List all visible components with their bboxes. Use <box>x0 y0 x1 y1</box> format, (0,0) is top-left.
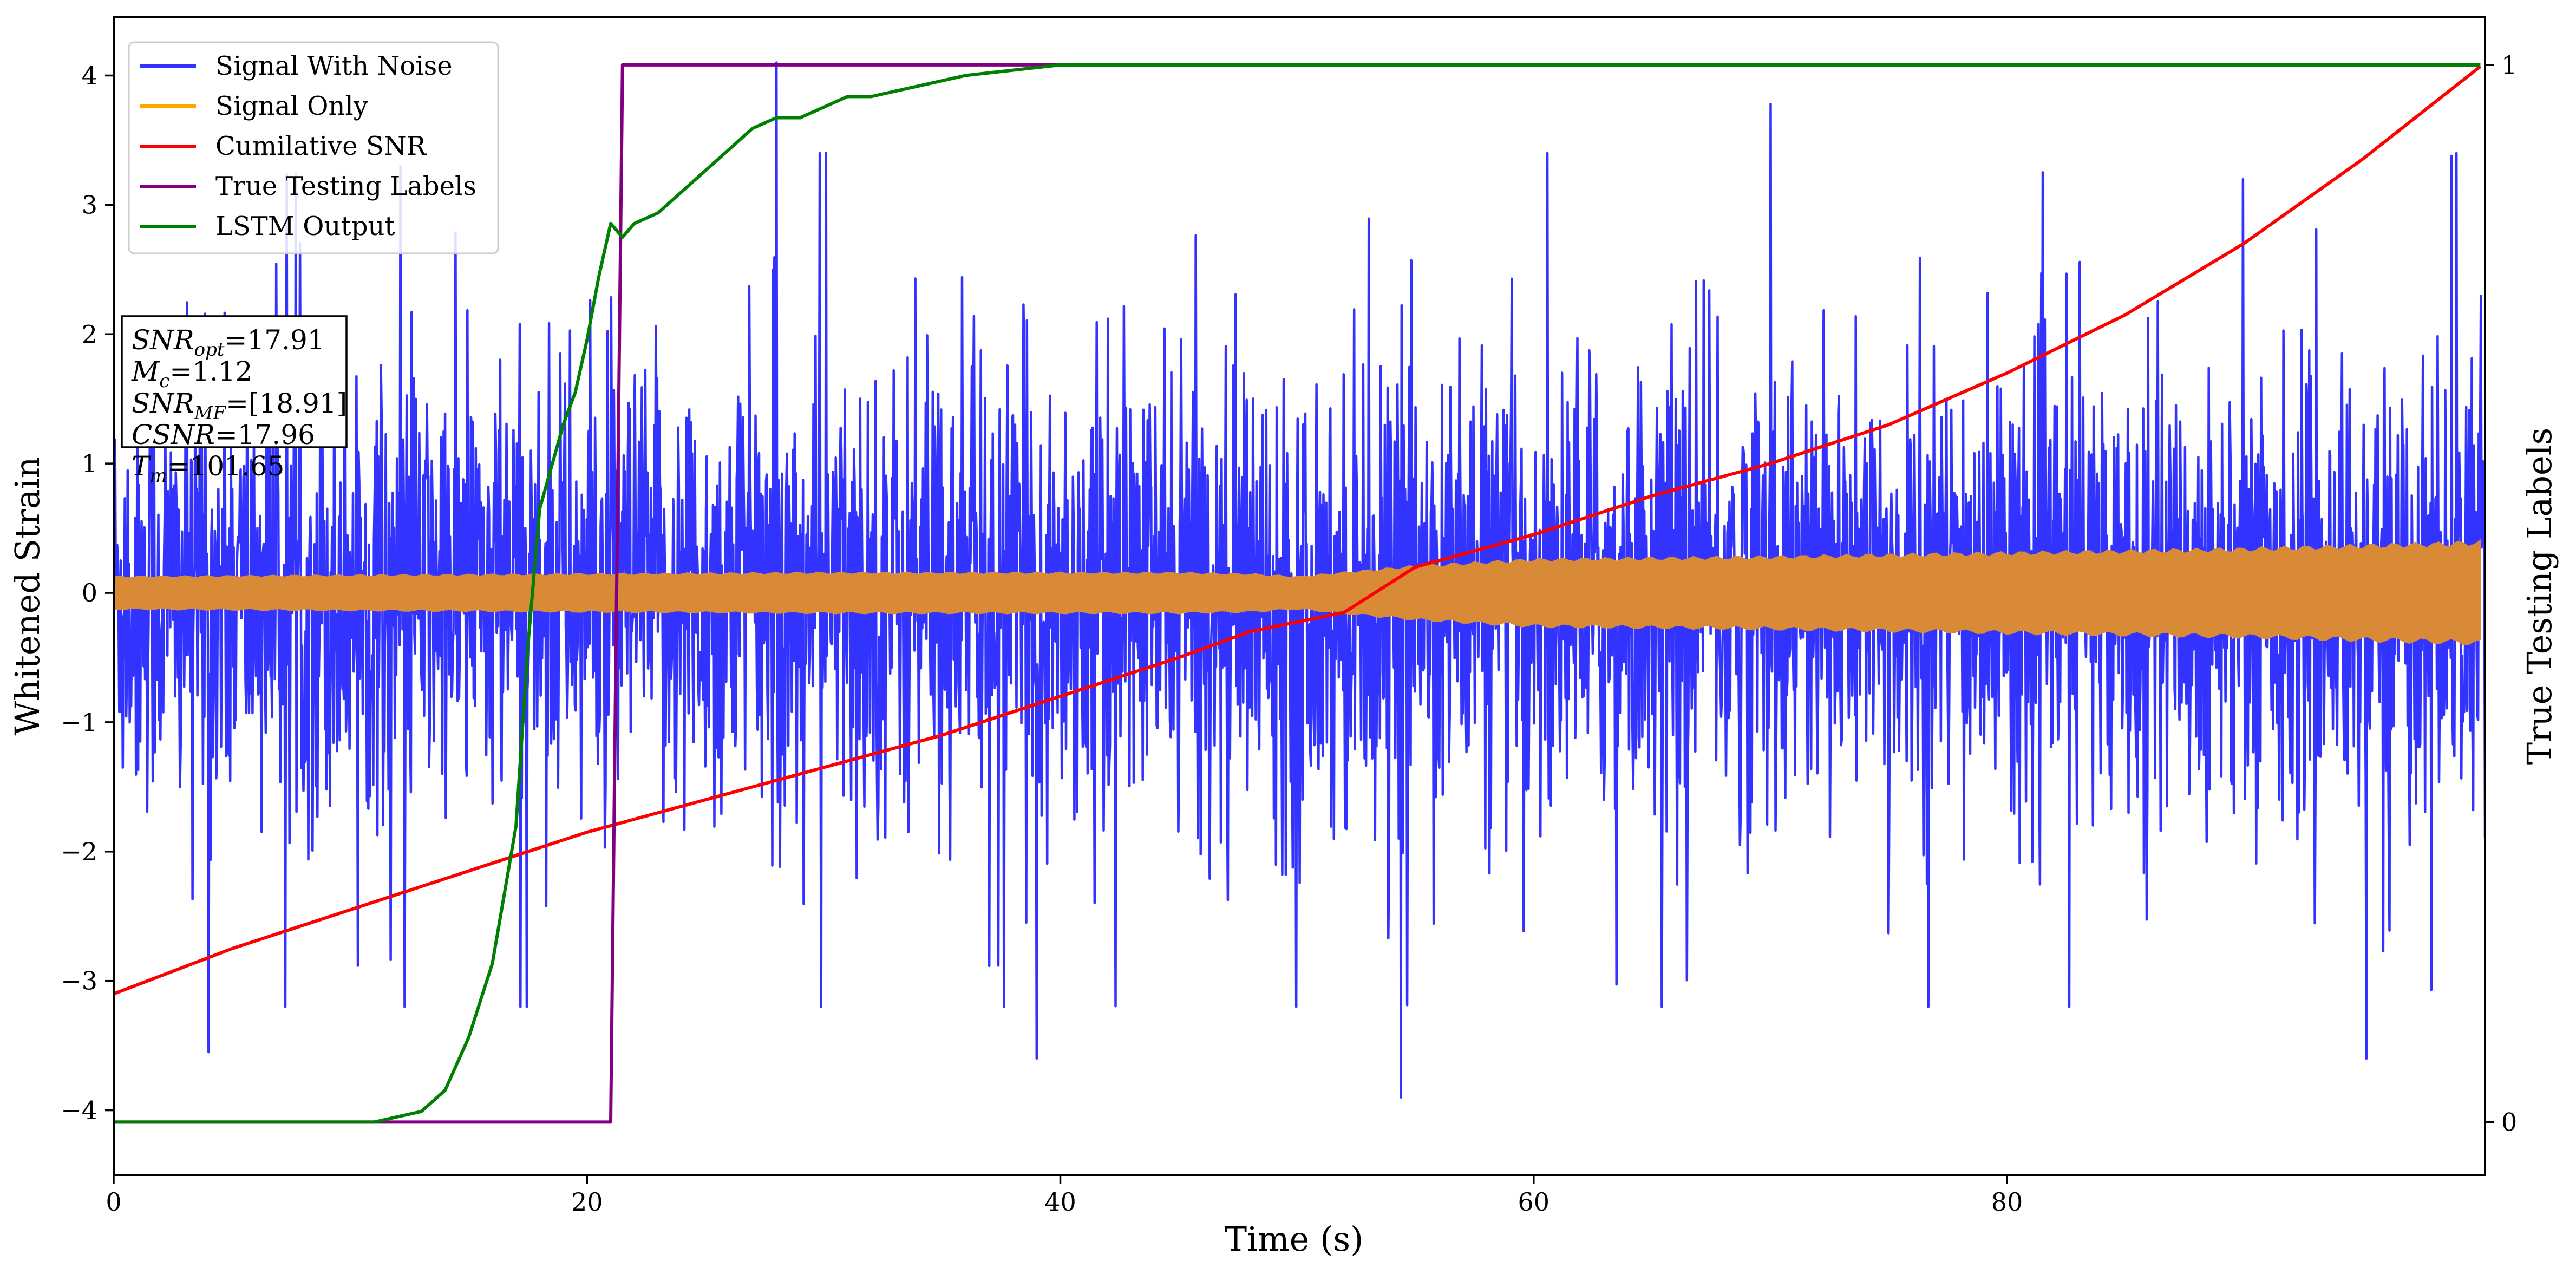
legend: Signal With Noise Signal Only Cumilative S… <box>128 41 499 254</box>
x-tick-label: 20 <box>571 1187 603 1217</box>
info-tm: Tm=101.65 <box>132 450 284 487</box>
info-csnr: CSNR=17.96 <box>132 419 315 450</box>
y-tick-label: 0 <box>82 578 97 607</box>
x-axis-ticks: 0 20 40 60 80 <box>106 1175 2023 1217</box>
legend-label: True Testing Labels <box>215 171 476 201</box>
y-tick-label: 3 <box>82 190 97 219</box>
info-box: SNRopt=17.91 Mc=1.12 SNRMF=[18.91] CSNR=… <box>121 315 348 487</box>
right-tick-label: 0 <box>2501 1107 2517 1136</box>
y-tick-label: 1 <box>82 449 97 478</box>
y-tick-label: 2 <box>82 319 97 349</box>
y-axis-ticks: −4 −3 −2 −1 0 1 2 3 4 <box>61 61 114 1125</box>
x-axis-label: Time (s) <box>1225 1219 1364 1259</box>
legend-entries: Signal With Noise Signal Only Cumilative S… <box>140 51 476 241</box>
right-tick-label: 1 <box>2501 50 2517 80</box>
y-tick-label: −3 <box>61 966 97 996</box>
y-tick-label: 4 <box>82 61 97 90</box>
plot-frame <box>113 16 2486 1176</box>
y-tick-label: −2 <box>61 837 97 866</box>
series-cumilative-snr <box>114 65 2482 996</box>
legend-label: LSTM Output <box>215 211 395 241</box>
x-tick-label: 0 <box>106 1187 121 1217</box>
series-signal-only <box>114 539 2481 645</box>
y-tick-label: −1 <box>61 708 97 737</box>
right-axis-ticks: 01 <box>2485 50 2517 1136</box>
info-snr-mf: SNRMF=[18.91] <box>132 388 347 424</box>
right-axis-label: True Testing Labels <box>2520 428 2559 765</box>
info-snr-opt: SNRopt=17.91 <box>132 324 325 361</box>
series-lstm-output <box>114 63 2481 1124</box>
x-tick-label: 40 <box>1044 1187 1076 1217</box>
y-tick-label: −4 <box>61 1096 97 1125</box>
y-axis-label: Whitened Strain <box>8 457 47 736</box>
x-tick-label: 80 <box>1991 1187 2023 1217</box>
legend-box <box>128 41 499 254</box>
info-box-frame <box>121 315 348 448</box>
legend-label: Cumilative SNR <box>215 131 427 161</box>
x-tick-label: 60 <box>1518 1187 1549 1217</box>
series-signal-with-noise <box>114 61 2485 1099</box>
legend-label: Signal With Noise <box>215 51 453 81</box>
info-mc: Mc=1.12 <box>131 356 252 392</box>
legend-label: Signal Only <box>215 91 368 121</box>
series-layer <box>114 61 2485 1124</box>
